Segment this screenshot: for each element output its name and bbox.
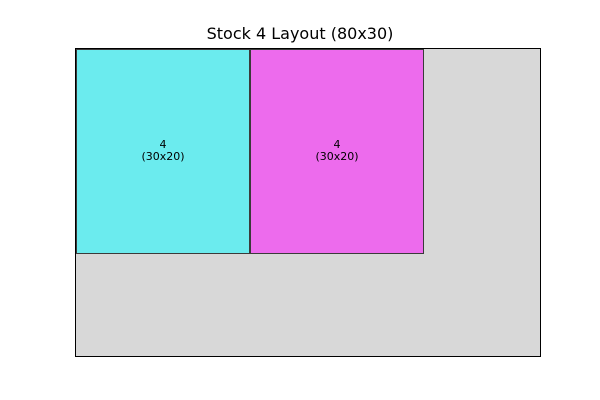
diagram-title: Stock 4 Layout (80x30) [206, 24, 394, 43]
piece-2-id-label: 4 [333, 138, 341, 152]
piece-1: 4 (30x20) [76, 49, 250, 254]
piece-2-size-label: (30x20) [315, 150, 359, 164]
piece-1-size-label: (30x20) [141, 150, 185, 164]
piece-2: 4 (30x20) [250, 49, 424, 254]
piece-1-id-label: 4 [159, 138, 167, 152]
stock-sheet: 4 (30x20) 4 (30x20) [75, 48, 541, 357]
